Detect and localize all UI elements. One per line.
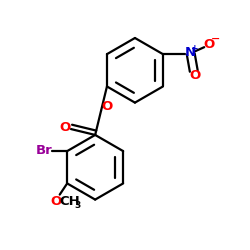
Text: 3: 3 <box>74 200 81 209</box>
Text: +: + <box>192 44 199 53</box>
Text: N: N <box>185 46 196 60</box>
Text: CH: CH <box>59 195 80 208</box>
Text: Br: Br <box>36 144 52 157</box>
Text: −: − <box>210 34 220 44</box>
Text: O: O <box>59 121 70 134</box>
Text: O: O <box>50 195 62 208</box>
Text: O: O <box>101 100 112 113</box>
Text: O: O <box>203 38 214 51</box>
Text: O: O <box>189 68 200 82</box>
